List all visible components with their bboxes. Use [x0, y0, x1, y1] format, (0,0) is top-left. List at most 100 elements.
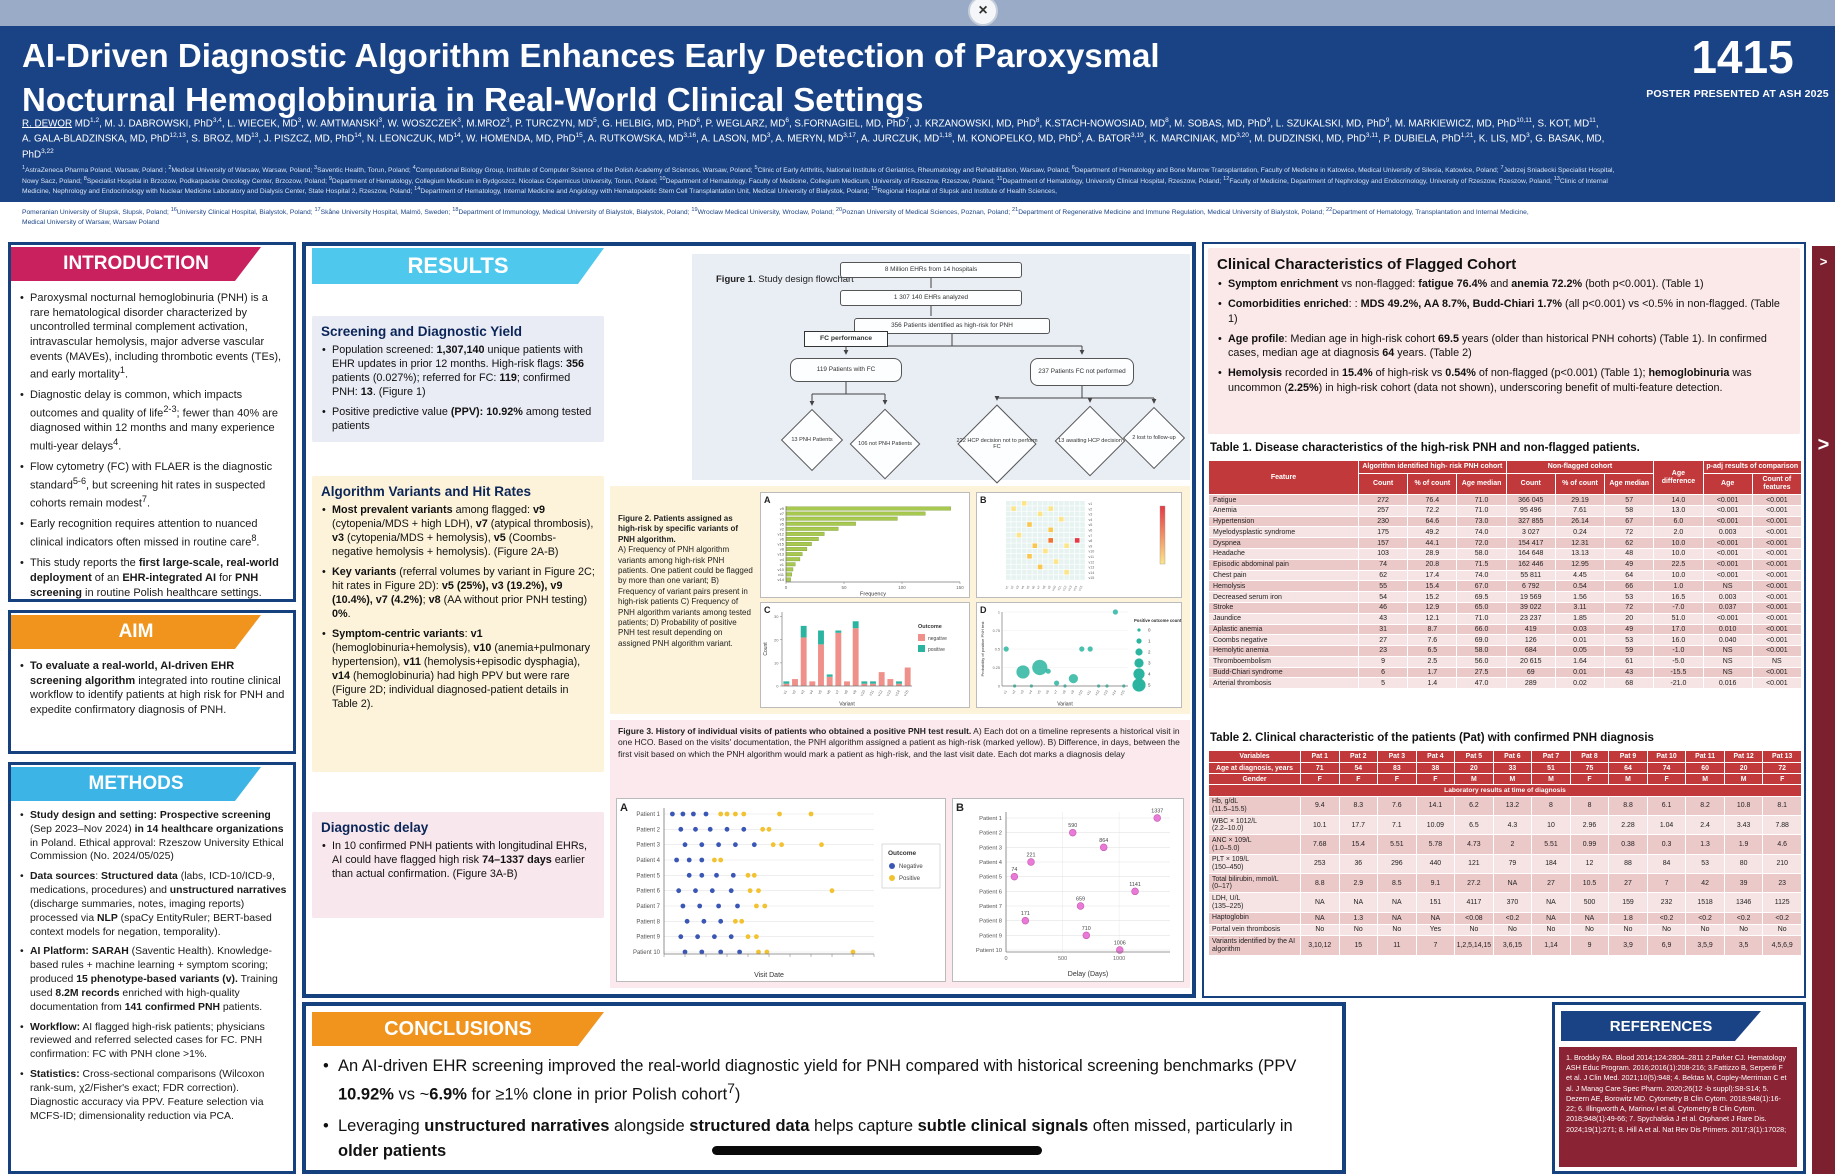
- value-cell: 126: [1505, 634, 1556, 647]
- value-cell: 12.9: [1407, 601, 1458, 614]
- diagnostic-delay-box: Diagnostic delay In 10 confirmed PNH pat…: [312, 812, 604, 918]
- svg-text:500: 500: [1058, 956, 1067, 962]
- feature-cell: Headache: [1208, 548, 1359, 560]
- value-cell: 76.4: [1407, 494, 1458, 506]
- col-patient: Pat 6: [1492, 750, 1533, 763]
- value-cell: 31: [1357, 623, 1409, 636]
- feature-cell: Thromboembolism: [1208, 655, 1359, 668]
- lab-value-cell: 8.8: [1608, 795, 1648, 816]
- algorithm-variants-bullets: Most prevalent variants among flagged: v…: [321, 503, 595, 711]
- col-pct: % of count: [1554, 473, 1606, 496]
- svg-text:v4: v4: [1020, 585, 1025, 590]
- introduction-section: INTRODUCTION Paroxysmal nocturnal hemogl…: [8, 242, 296, 602]
- svg-text:Patient 2: Patient 2: [636, 827, 660, 833]
- figure2-caption-label: Figure 2. Patients assigned as high-risk…: [618, 514, 739, 544]
- value-cell: 4.45: [1554, 569, 1606, 582]
- chevron-right-icon[interactable]: >: [1817, 434, 1830, 456]
- value-cell: <0.001: [1751, 634, 1803, 647]
- value-cell: 8.7: [1407, 623, 1458, 636]
- lab-value-cell: 2.96: [1569, 814, 1610, 836]
- value-cell: 71.0: [1456, 494, 1507, 506]
- next-poster-strip[interactable]: > >: [1812, 246, 1835, 1174]
- table2-confirmed-patients: Variables Pat 1 Pat 2 Pat 3 Pat 4 Pat 5 Pat 6…: [1208, 750, 1802, 956]
- svg-text:v1: v1: [780, 562, 785, 567]
- svg-text:v8: v8: [780, 547, 785, 552]
- svg-text:negative: negative: [928, 636, 947, 642]
- lab-value-cell: 10.8: [1723, 795, 1764, 816]
- value-cell: 16.0: [1653, 634, 1704, 647]
- conclusions-section: CONCLUSIONS An AI-driven EHR screening i…: [302, 1002, 1346, 1174]
- value-cell: 164 648: [1505, 548, 1556, 560]
- bullet: Data sources: Structured data (labs, ICD…: [19, 870, 289, 939]
- value-cell: -7.0: [1653, 601, 1704, 614]
- value-cell: 71.0: [1456, 612, 1507, 625]
- lab-value-cell: 440: [1415, 853, 1456, 875]
- svg-text:v5: v5: [1089, 523, 1093, 527]
- value-cell: 58.0: [1456, 645, 1507, 657]
- algorithm-variants-box: Algorithm Variants and Hit Rates Most pr…: [312, 476, 604, 772]
- colgroup-nonflagged: Non-flagged cohort: [1505, 459, 1655, 475]
- svg-text:171: 171: [1021, 911, 1030, 917]
- svg-text:v9: v9: [1089, 544, 1093, 548]
- results-panel: RESULTS Screening and Diagnostic Yield P…: [302, 242, 1196, 998]
- table1-disease-characteristics: Feature Algorithm identified high- risk …: [1208, 459, 1803, 690]
- svg-text:0.5: 0.5: [995, 648, 1000, 652]
- lab-value-cell: No: [1685, 923, 1725, 937]
- conclusions-bullets: An AI-driven EHR screening improved the …: [322, 1054, 1327, 1174]
- svg-text:v13: v13: [1067, 585, 1073, 592]
- value-cell: 12.95: [1554, 558, 1606, 571]
- col-patient: Pat 11: [1685, 750, 1725, 763]
- colgroup-padj: p-adj results of comparison: [1702, 459, 1803, 475]
- value-cell: 3.11: [1554, 601, 1606, 614]
- figure1-caption-label: Figure 1: [716, 274, 753, 285]
- svg-text:v15: v15: [903, 690, 910, 697]
- close-icon[interactable]: ×: [968, 0, 998, 26]
- bullet: Workflow: AI flagged high-risk patients;…: [19, 1021, 289, 1062]
- value-cell: NS: [1702, 655, 1753, 668]
- col-count: Count: [1505, 473, 1556, 496]
- table-row: Hemolytic anemia 23 6.5 58.0 684 0.05 59 -1.0 N…: [1208, 645, 1803, 657]
- value-cell: 56.0: [1456, 655, 1507, 668]
- lab-results-subheader: Laboratory results at time of diagnosis: [1208, 784, 1802, 797]
- value-cell: NS: [1702, 645, 1753, 657]
- lab-value-cell: 3,10,12: [1300, 935, 1340, 956]
- bullet: Age profile: Median age in high-risk coh…: [1217, 332, 1791, 361]
- lab-row: Haptoglobin NA 1.3 NA NA <0.08 <0.2 NA NA 1.8 <0.…: [1208, 911, 1802, 925]
- chevron-right-icon-small[interactable]: >: [1819, 254, 1828, 269]
- lab-value-cell: 8.8: [1300, 873, 1340, 894]
- lab-value-cell: No: [1646, 923, 1687, 937]
- lab-value-cell: 10: [1531, 814, 1571, 836]
- value-cell: 44.1: [1407, 537, 1458, 550]
- svg-text:Probability of positive PNH te: Probability of positive PNH test: [980, 621, 985, 677]
- lab-value-cell: 9: [1569, 935, 1610, 956]
- lab-name-cell: LDH, U/L (135–225): [1208, 892, 1301, 913]
- lab-value-cell: No: [1723, 923, 1764, 937]
- svg-text:v7: v7: [1036, 585, 1041, 590]
- lab-value-cell: NA: [1377, 911, 1417, 925]
- value-cell: 257: [1357, 504, 1409, 517]
- value-cell: 20 615: [1505, 655, 1556, 668]
- value-cell: <0.001: [1751, 666, 1803, 679]
- lab-name-cell: PLT × 109/L (150–450): [1208, 853, 1301, 875]
- lab-value-cell: 0.38: [1608, 834, 1648, 855]
- lab-value-cell: 13.2: [1492, 795, 1533, 816]
- value-cell: 65.0: [1456, 601, 1507, 614]
- value-cell: <0.001: [1751, 558, 1803, 571]
- lab-value-cell: 2.4: [1685, 814, 1725, 836]
- flow-node-analyzed: 1 307 140 EHRs analyzed: [840, 290, 1022, 306]
- value-cell: 62: [1357, 569, 1409, 582]
- viewer-top-strip: [0, 0, 1835, 26]
- value-cell: 64.6: [1407, 515, 1458, 528]
- lab-row: Total bilirubin, mmol/L (0–17) 8.8 2.9 8.5 9…: [1208, 873, 1802, 894]
- value-cell: 6.0: [1653, 515, 1704, 528]
- col-age-median: Age median: [1604, 473, 1655, 496]
- value-cell: 74.0: [1456, 569, 1507, 582]
- lab-value-cell: No: [1492, 923, 1533, 937]
- svg-text:Patient 5: Patient 5: [979, 875, 1002, 881]
- value-cell: 48: [1604, 548, 1655, 560]
- value-cell: 29.19: [1554, 494, 1606, 506]
- svg-text:v6: v6: [826, 690, 831, 695]
- clinical-characteristics-bullets: Symptom enrichment vs non-flagged: fatig…: [1217, 277, 1791, 395]
- lab-value-cell: 15.4: [1338, 834, 1379, 855]
- lab-name-cell: Haptoglobin: [1208, 911, 1301, 925]
